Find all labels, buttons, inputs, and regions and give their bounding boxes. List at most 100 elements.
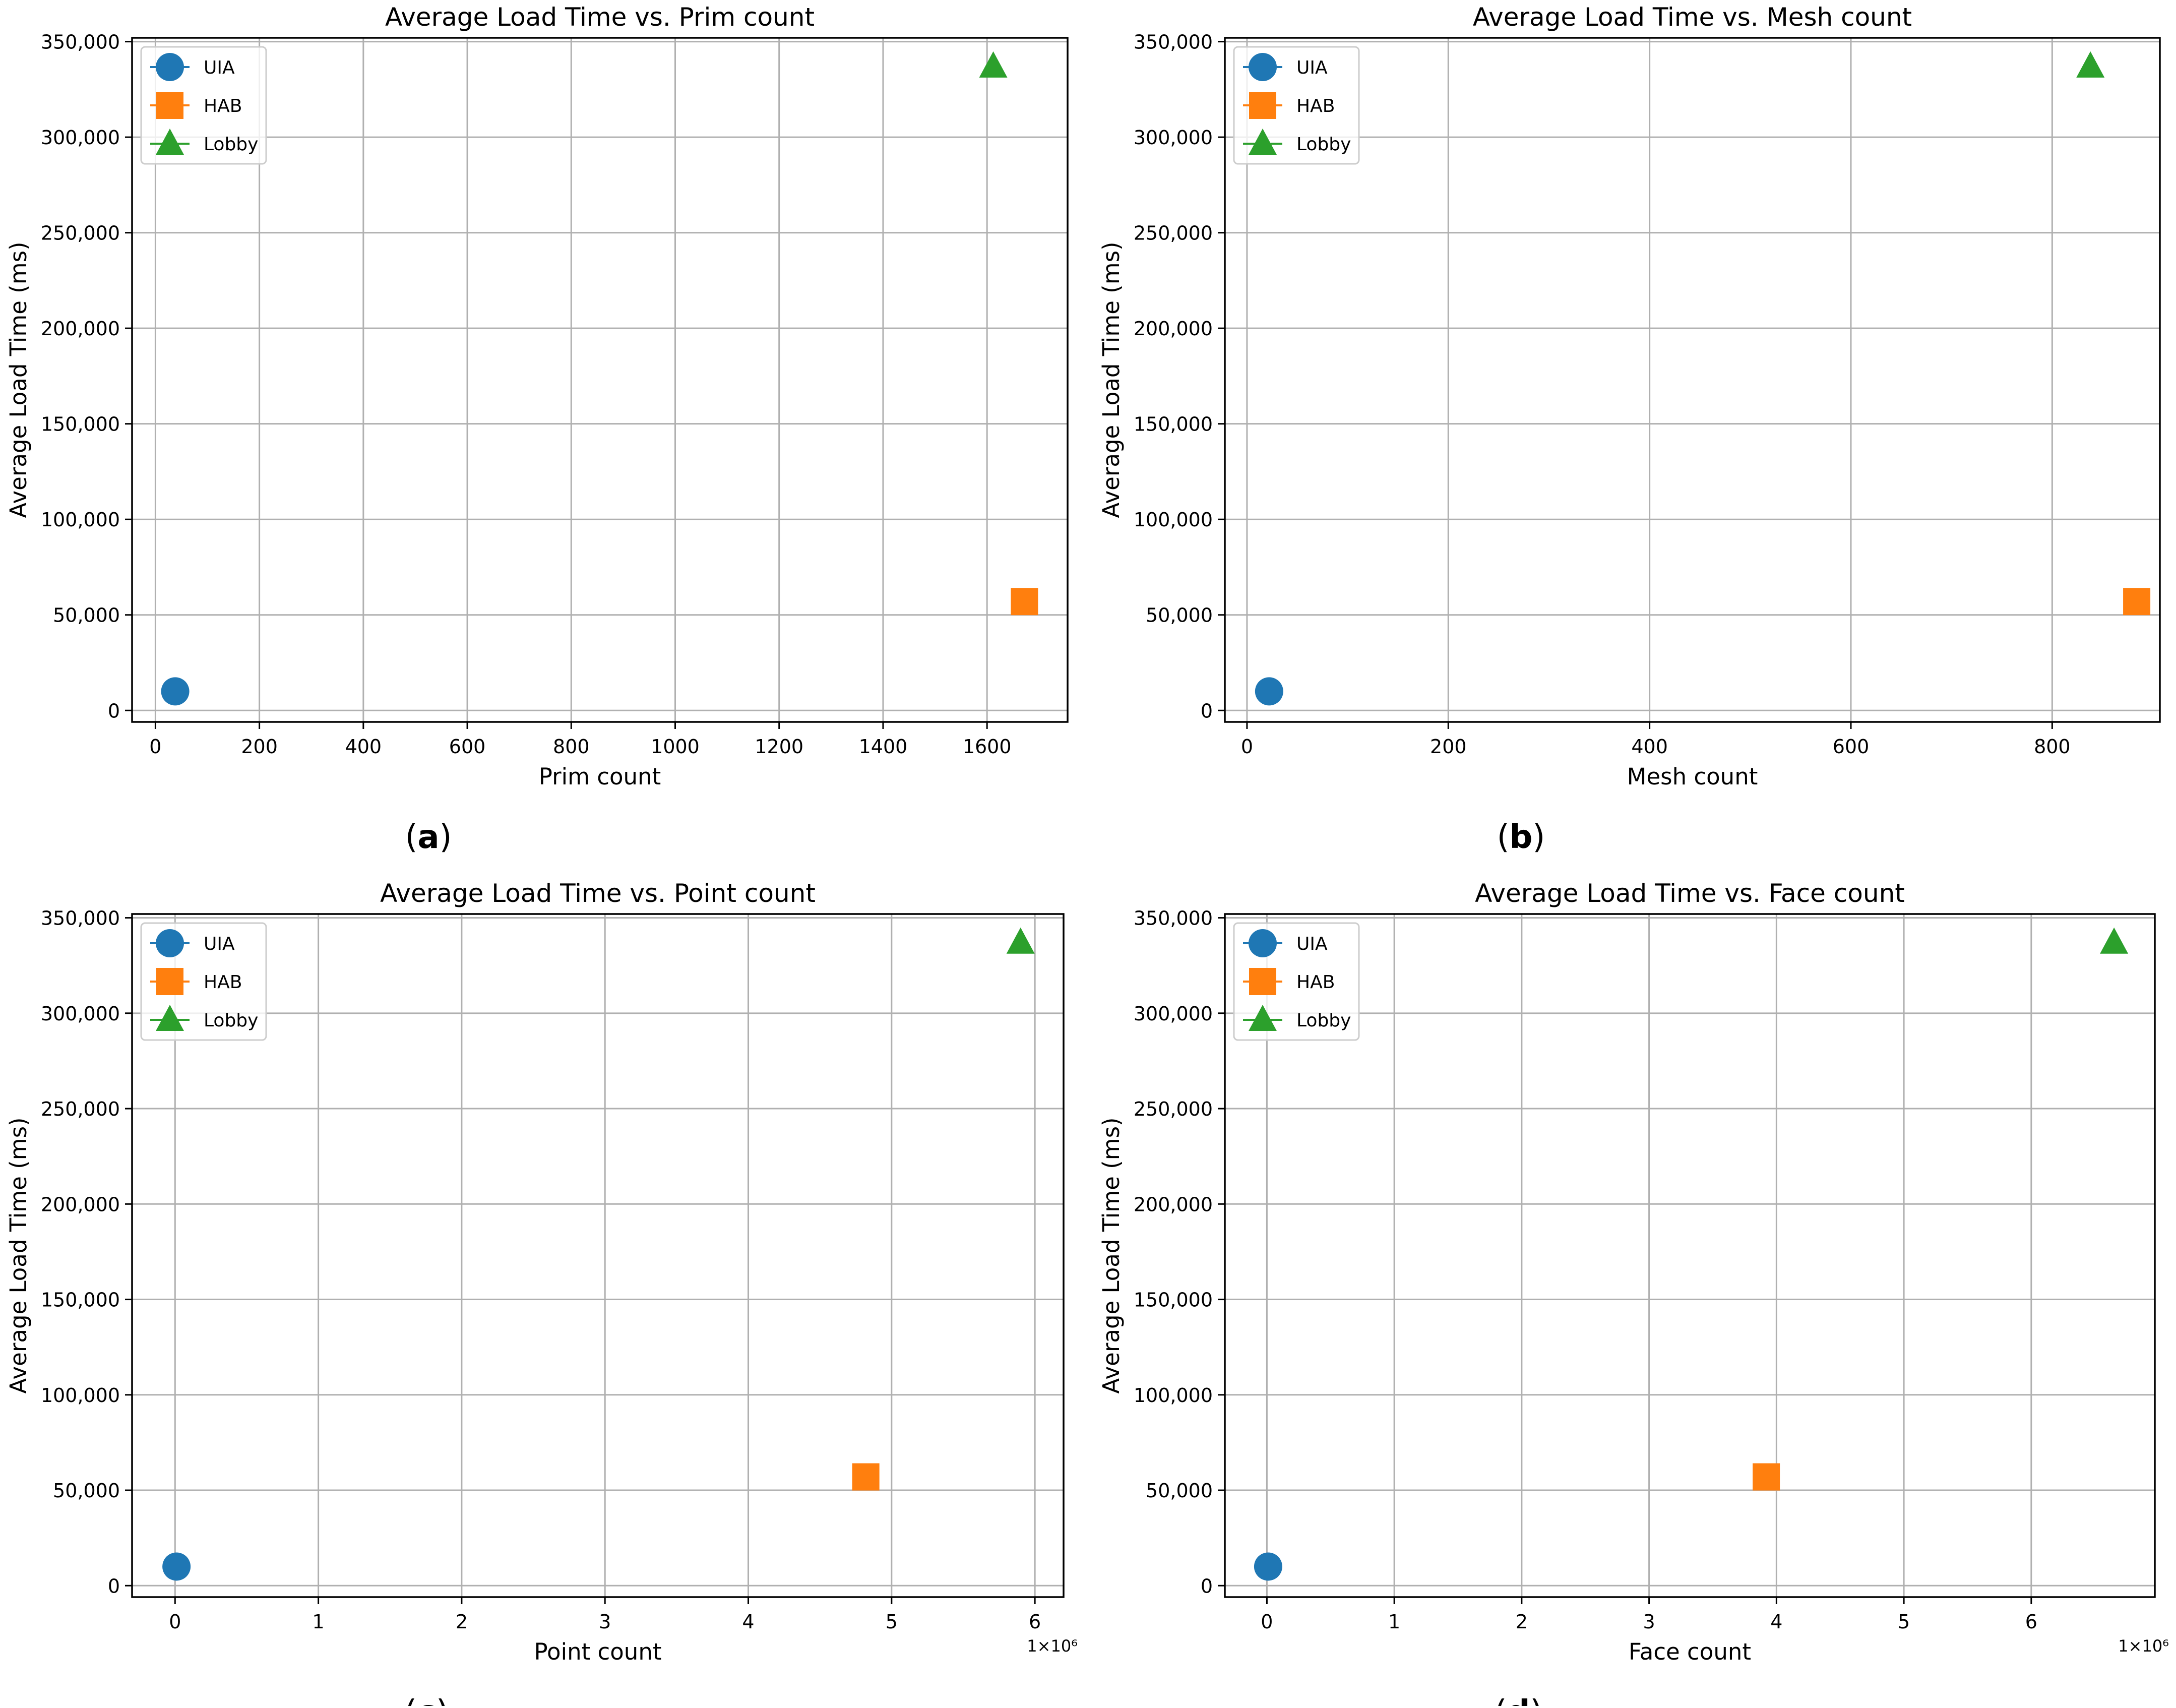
y-tick-label: 300,000 <box>41 127 120 149</box>
x-tick-label: 0 <box>149 736 161 758</box>
y-tick-label: 350,000 <box>41 31 120 53</box>
data-point-uia <box>1255 677 1283 706</box>
x-offset-label: 1×10⁶ <box>1027 1636 1078 1656</box>
legend-marker-lobby <box>156 129 184 155</box>
data-point-lobby <box>2100 927 2129 954</box>
legend-marker-lobby <box>1249 1005 1277 1031</box>
y-tick-label: 50,000 <box>53 604 120 627</box>
legend-marker-uia <box>156 53 184 81</box>
x-tick-label: 4 <box>742 1611 754 1633</box>
chart-panel-3: 0 1 2 3 4 5 6 0 50,000 100,000 150,000 200,000 250,0… <box>5 879 1078 1708</box>
y-tick-label: 50,000 <box>1146 604 1213 627</box>
y-tick-label: 100,000 <box>41 509 120 531</box>
legend-label: Lobby <box>1296 134 1351 155</box>
x-offset-label: 1×10⁶ <box>2118 1636 2169 1656</box>
data-point-hab <box>852 1463 880 1491</box>
legend-marker-hab <box>1249 968 1276 995</box>
data-point-hab <box>1753 1463 1780 1491</box>
x-tick-label: 600 <box>449 736 486 758</box>
y-tick-label: 100,000 <box>41 1384 120 1407</box>
y-tick-label: 0 <box>1201 1575 1213 1597</box>
x-tick-label: 800 <box>553 736 590 758</box>
x-tick-label: 6 <box>2025 1611 2037 1633</box>
legend-marker-uia <box>156 929 184 957</box>
x-tick-label: 2 <box>456 1611 468 1633</box>
y-tick-label: 300,000 <box>1134 127 1213 149</box>
y-tick-label: 200,000 <box>41 318 120 340</box>
x-tick-label: 2 <box>1516 1611 1528 1633</box>
legend-marker-uia <box>1249 53 1277 81</box>
chart-title: Average Load Time vs. Face count <box>1475 879 1905 908</box>
panel-label: (b) <box>1497 819 1545 856</box>
data-point-uia <box>161 677 190 706</box>
y-tick-label: 350,000 <box>1134 31 1213 53</box>
plot-area <box>132 38 1068 722</box>
legend: UIA HAB Lobby <box>1233 922 1360 1041</box>
x-tick-label: 1 <box>313 1611 325 1633</box>
panel-label: (d) <box>1495 1694 1543 1706</box>
y-tick-label: 350,000 <box>41 907 120 930</box>
x-axis-label: Face count <box>1629 1638 1751 1665</box>
x-tick-label: 1400 <box>859 736 908 758</box>
legend-label: Lobby <box>204 1010 258 1031</box>
y-tick-label: 250,000 <box>41 222 120 245</box>
y-tick-label: 250,000 <box>1134 1098 1213 1120</box>
plot-area <box>132 914 1064 1597</box>
legend-label: Lobby <box>1296 1010 1351 1031</box>
x-tick-label: 1000 <box>651 736 700 758</box>
y-tick-label: 250,000 <box>41 1098 120 1120</box>
panel-label: (c) <box>404 1694 449 1706</box>
y-axis-label: Average Load Time (ms) <box>5 1117 32 1393</box>
legend-marker-lobby <box>156 1005 184 1031</box>
x-tick-label: 0 <box>1241 736 1253 758</box>
data-point-hab <box>1011 588 1038 616</box>
x-tick-label: 400 <box>345 736 382 758</box>
x-tick-label: 1600 <box>963 736 1012 758</box>
legend-label: UIA <box>204 934 235 954</box>
chart-title: Average Load Time vs. Prim count <box>385 3 815 32</box>
y-tick-label: 150,000 <box>1134 413 1213 436</box>
chart-panel-4: 0 1 2 3 4 5 6 0 50,000 100,000 150,000 200,000 250,0… <box>1098 879 2169 1708</box>
chart-title: Average Load Time vs. Point count <box>380 879 816 908</box>
plot-area <box>1225 914 2155 1597</box>
legend-label: HAB <box>204 96 242 116</box>
y-tick-label: 50,000 <box>53 1480 120 1502</box>
legend-marker-hab <box>1249 92 1276 119</box>
x-tick-label: 3 <box>1643 1611 1655 1633</box>
data-point-lobby <box>979 51 1008 78</box>
legend-label: HAB <box>204 972 242 993</box>
y-tick-label: 200,000 <box>1134 318 1213 340</box>
x-axis-label: Prim count <box>539 763 661 790</box>
x-tick-label: 200 <box>1430 736 1467 758</box>
legend-label: Lobby <box>204 134 258 155</box>
x-tick-label: 1 <box>1388 1611 1400 1633</box>
y-tick-label: 200,000 <box>41 1193 120 1215</box>
y-tick-label: 250,000 <box>1134 222 1213 245</box>
x-tick-label: 1200 <box>755 736 803 758</box>
y-tick-label: 100,000 <box>1134 509 1213 531</box>
y-axis-label: Average Load Time (ms) <box>1098 1117 1125 1393</box>
y-tick-label: 0 <box>108 700 120 722</box>
x-tick-label: 5 <box>886 1611 898 1633</box>
legend-marker-hab <box>156 92 183 119</box>
x-tick-label: 200 <box>241 736 278 758</box>
x-tick-label: 5 <box>1898 1611 1910 1633</box>
x-tick-label: 600 <box>1833 736 1870 758</box>
data-point-uia <box>162 1552 191 1581</box>
legend-label: UIA <box>1296 57 1328 78</box>
chart-panel-2: 0 200 400 600 800 0 50,000 100,000 150,000 200,00… <box>1098 3 2161 856</box>
y-tick-label: 350,000 <box>1134 907 1213 930</box>
legend: UIA HAB Lobby <box>140 922 267 1041</box>
y-tick-label: 100,000 <box>1134 1384 1213 1407</box>
axes-frame <box>1224 37 2161 723</box>
plot-area <box>1225 38 2160 722</box>
axes-frame <box>131 913 1065 1598</box>
x-tick-label: 800 <box>2034 736 2071 758</box>
data-point-uia <box>1254 1552 1282 1581</box>
legend-label: UIA <box>204 57 235 78</box>
x-axis-label: Point count <box>534 1638 662 1665</box>
data-point-hab <box>2123 588 2151 616</box>
x-axis-label: Mesh count <box>1627 763 1758 790</box>
